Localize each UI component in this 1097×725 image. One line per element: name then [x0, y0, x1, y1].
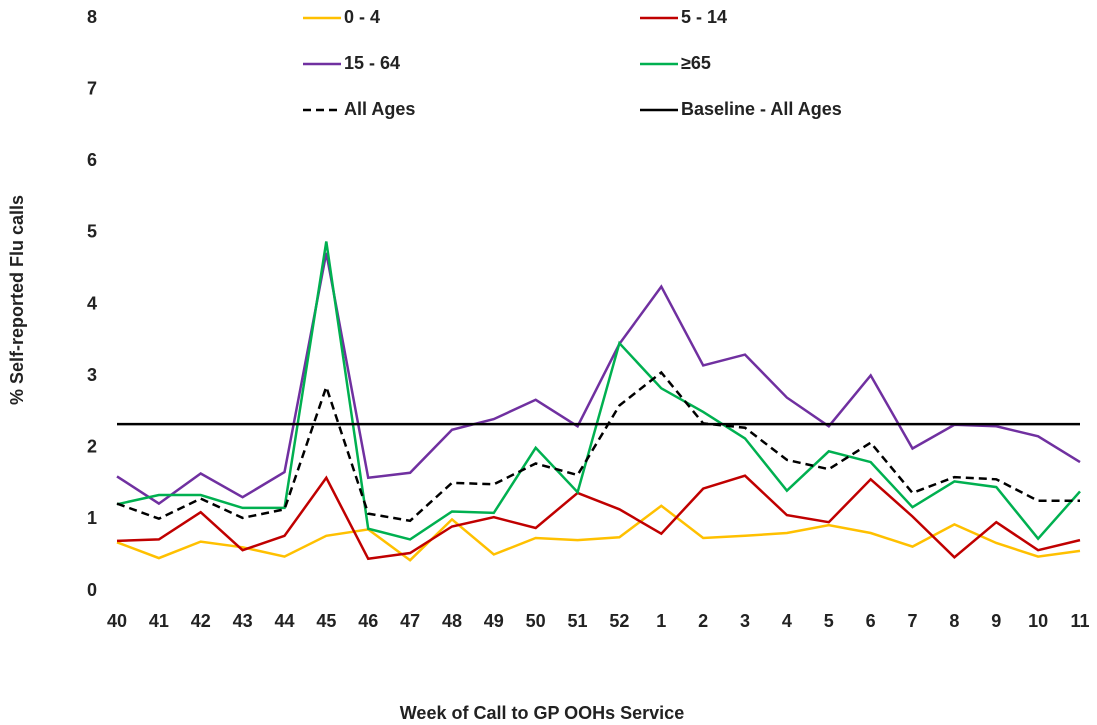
- series-line: [116, 474, 1081, 561]
- x-tick-label: 44: [274, 611, 294, 631]
- series-line: [116, 241, 1081, 541]
- y-tick-label: 7: [87, 78, 97, 98]
- x-tick-label: 10: [1028, 611, 1048, 631]
- legend-label: Baseline - All Ages: [681, 99, 842, 119]
- x-tick-label: 1: [656, 611, 666, 631]
- x-tick-label: 43: [233, 611, 253, 631]
- x-tick-label: 47: [400, 611, 420, 631]
- x-tick-label: 51: [568, 611, 588, 631]
- x-tick-label: 52: [609, 611, 629, 631]
- legend-label: All Ages: [344, 99, 415, 119]
- y-tick-label: 2: [87, 437, 97, 457]
- x-tick-label: 3: [740, 611, 750, 631]
- legend-label: ≥65: [681, 53, 711, 73]
- x-tick-label: 41: [149, 611, 169, 631]
- series-line: [116, 252, 1081, 506]
- x-axis-label: Week of Call to GP OOHs Service: [400, 703, 684, 723]
- x-tick-label: 50: [526, 611, 546, 631]
- x-tick-label: 46: [358, 611, 378, 631]
- x-tick-label: 45: [316, 611, 336, 631]
- y-tick-label: 5: [87, 222, 97, 242]
- legend-label: 5 - 14: [681, 7, 727, 27]
- x-tick-label: 9: [991, 611, 1001, 631]
- y-axis-label: % Self-reported Flu calls: [7, 195, 27, 405]
- x-tick-label: 5: [824, 611, 834, 631]
- y-tick-label: 3: [87, 365, 97, 385]
- x-tick-label: 6: [866, 611, 876, 631]
- x-tick-label: 7: [908, 611, 918, 631]
- series-line: [116, 370, 1080, 523]
- legend-label: 15 - 64: [344, 53, 400, 73]
- x-tick-label: 42: [191, 611, 211, 631]
- y-tick-label: 8: [87, 7, 97, 27]
- x-tick-label: 11: [1070, 611, 1089, 631]
- y-tick-label: 6: [87, 150, 97, 170]
- y-tick-label: 1: [87, 508, 97, 528]
- y-tick-label: 0: [87, 580, 97, 600]
- series-line: [116, 504, 1081, 562]
- legend-label: 0 - 4: [344, 7, 380, 27]
- y-tick-label: 4: [87, 293, 97, 313]
- x-tick-label: 40: [107, 611, 127, 631]
- x-tick-label: 48: [442, 611, 462, 631]
- x-tick-label: 49: [484, 611, 504, 631]
- x-tick-label: 4: [782, 611, 792, 631]
- x-tick-label: 8: [949, 611, 959, 631]
- x-tick-label: 2: [698, 611, 708, 631]
